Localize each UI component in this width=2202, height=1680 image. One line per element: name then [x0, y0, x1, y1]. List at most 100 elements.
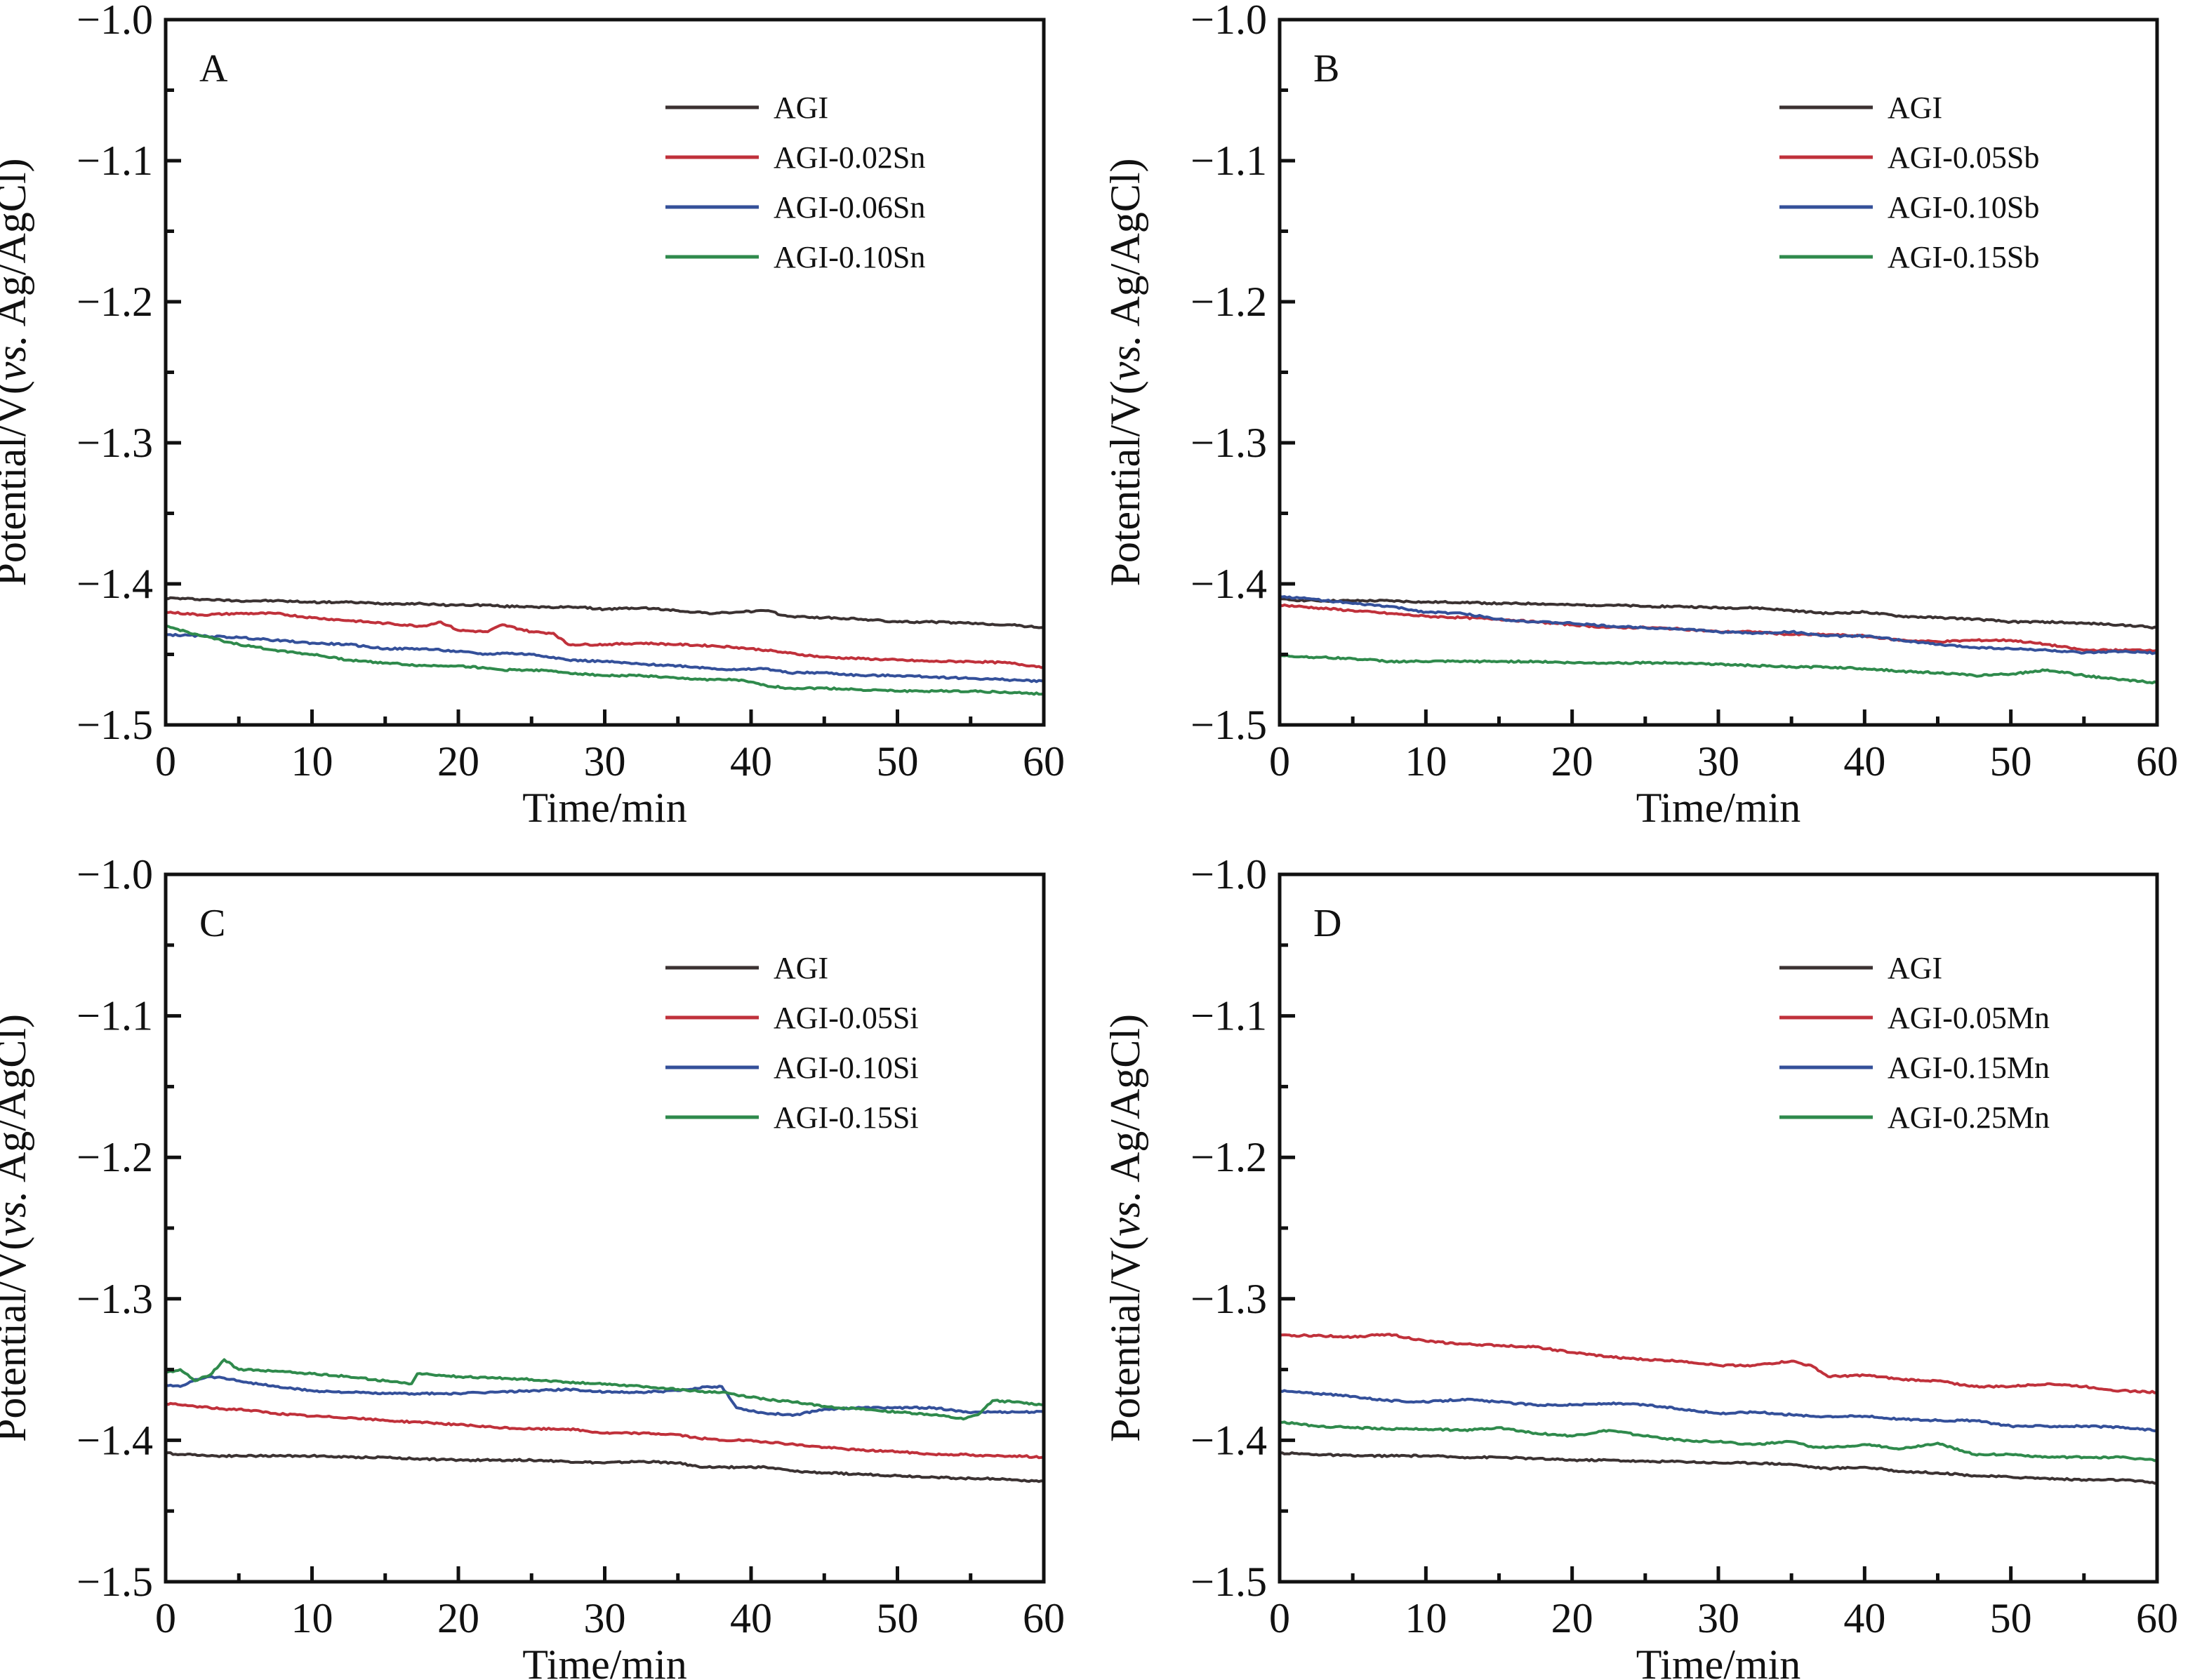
legend-item: AGI	[665, 951, 828, 985]
x-tick-label: 30	[584, 738, 626, 785]
legend-item: AGI	[1779, 91, 1942, 125]
x-tick-label: 60	[1023, 738, 1065, 785]
series-line-agi	[166, 1451, 1044, 1484]
series-line-agi-0-15si	[166, 1358, 1044, 1421]
y-tick-label: −1.1	[77, 138, 153, 184]
series-line-agi-0-06sn	[166, 632, 1044, 684]
series-group	[1280, 1333, 2157, 1485]
x-tick-label: 30	[584, 1595, 626, 1641]
legend-item: AGI-0.15Mn	[1779, 1051, 2050, 1085]
legend-label: AGI-0.06Sn	[774, 190, 925, 225]
x-axis-title: Time/min	[522, 785, 687, 831]
legend-item: AGI-0.05Sb	[1779, 140, 2039, 175]
x-tick-label: 60	[2136, 1595, 2178, 1641]
y-axis-title-part: vs.	[1102, 1191, 1148, 1236]
y-tick-label: −1.0	[1190, 0, 1267, 43]
y-tick-label: −1.5	[77, 1559, 153, 1605]
y-tick-label: −1.2	[77, 1134, 153, 1180]
y-tick-label: −1.2	[77, 279, 153, 325]
y-tick-label: −1.3	[77, 1276, 153, 1322]
y-axis-title-part: Potential/V(	[0, 1236, 34, 1442]
series-line-agi-0-10sb	[1280, 595, 2157, 655]
panel-d: 0 10 20 30 40 50 60 −1.0 −1.1 −1.2 −1.3 −1.4 −1.5 Tim…	[1102, 851, 2178, 1680]
series-line-agi-0-10sn	[166, 625, 1044, 696]
legend: AGI AGI-0.02Sn AGI-0.06Sn AGI-0.10Sn	[665, 91, 925, 274]
y-axis-title-part: Potential/V(	[1102, 1236, 1148, 1442]
y-axis-title-part: Ag/AgCl)	[1102, 159, 1148, 335]
y-axis-title-part: Ag/AgCl)	[0, 159, 34, 335]
y-axis-title: Potential/V(vs. Ag/AgCl)	[0, 159, 34, 587]
series-line-agi-0-25mn	[1280, 1420, 2157, 1462]
legend-label: AGI-0.15Si	[774, 1100, 919, 1135]
x-tick-label: 60	[2136, 738, 2178, 785]
x-tick-label: 0	[155, 1595, 176, 1641]
series-group	[166, 1358, 1044, 1484]
y-tick-label: −1.4	[1190, 561, 1267, 607]
x-tick-label: 60	[1023, 1595, 1065, 1641]
y-tick-label: −1.4	[77, 1417, 153, 1463]
legend-item: AGI-0.10Si	[665, 1051, 919, 1085]
x-tick-label: 10	[1405, 738, 1447, 785]
legend-label: AGI	[774, 951, 828, 985]
panel-letter: B	[1313, 47, 1339, 91]
series-line-agi	[1280, 1451, 2157, 1485]
y-tick-label: −1.4	[77, 561, 153, 607]
legend-item: AGI	[1779, 951, 1942, 985]
legend-label: AGI-0.02Sn	[774, 140, 925, 175]
y-axis-title-part: Potential/V(	[1102, 380, 1148, 586]
y-axis-title-part: vs.	[0, 335, 34, 380]
legend-label: AGI-0.05Mn	[1888, 1001, 2050, 1035]
x-tick-label: 40	[730, 738, 772, 785]
legend-label: AGI-0.10Si	[774, 1051, 919, 1085]
legend-label: AGI	[1888, 91, 1942, 125]
y-axis-title-part: vs.	[0, 1191, 34, 1236]
y-tick-label: −1.5	[77, 702, 153, 748]
legend-item: AGI-0.05Mn	[1779, 1001, 2050, 1035]
y-tick-label: −1.3	[1190, 420, 1267, 466]
legend-item: AGI-0.10Sn	[665, 240, 925, 274]
y-axis-title: Potential/V(vs. Ag/AgCl)	[1102, 159, 1148, 587]
x-tick-label: 10	[291, 1595, 333, 1641]
legend: AGI AGI-0.05Mn AGI-0.15Mn AGI-0.25Mn	[1779, 951, 2050, 1135]
legend-item: AGI-0.06Sn	[665, 190, 925, 225]
x-axis-title: Time/min	[522, 1641, 687, 1680]
x-tick-label: 50	[1990, 738, 2032, 785]
y-tick-label: −1.3	[77, 420, 153, 466]
y-tick-label: −1.2	[1190, 279, 1267, 325]
y-tick-label: −1.2	[1190, 1134, 1267, 1180]
legend: AGI AGI-0.05Si AGI-0.10Si AGI-0.15Si	[665, 951, 919, 1135]
x-tick-label: 30	[1697, 738, 1739, 785]
x-tick-label: 50	[877, 738, 919, 785]
legend-label: AGI-0.15Sb	[1888, 240, 2039, 274]
x-tick-label: 40	[730, 1595, 772, 1641]
legend-label: AGI	[774, 91, 828, 125]
legend-label: AGI-0.10Sb	[1888, 190, 2039, 225]
series-line-agi-0-05mn	[1280, 1333, 2157, 1394]
legend-item: AGI-0.10Sb	[1779, 190, 2039, 225]
y-axis-title: Potential/V(vs. Ag/AgCl)	[0, 1014, 34, 1442]
series-line-agi-0-15sb	[1280, 654, 2157, 685]
series-group	[1280, 595, 2157, 685]
legend-item: AGI-0.05Si	[665, 1001, 919, 1035]
series-line-agi-0-02sn	[166, 611, 1044, 669]
legend-label: AGI-0.05Si	[774, 1001, 919, 1035]
y-axis-title-part: Ag/AgCl)	[1102, 1014, 1148, 1191]
legend-item: AGI-0.15Si	[665, 1100, 919, 1135]
x-tick-label: 20	[437, 1595, 479, 1641]
legend-label: AGI	[1888, 951, 1942, 985]
y-axis-title-part: Potential/V(	[0, 380, 34, 586]
x-tick-label: 50	[877, 1595, 919, 1641]
x-tick-label: 20	[1551, 738, 1593, 785]
legend-item: AGI-0.25Mn	[1779, 1100, 2050, 1135]
y-tick-label: −1.5	[1190, 702, 1267, 748]
legend-item: AGI	[665, 91, 828, 125]
panel-c: 0 10 20 30 40 50 60 −1.0 −1.1 −1.2 −1.3 −1.4 −1.5 Tim…	[0, 851, 1065, 1680]
x-tick-label: 0	[1269, 1595, 1290, 1641]
x-tick-label: 30	[1697, 1595, 1739, 1641]
y-tick-label: −1.0	[1190, 851, 1267, 898]
legend-label: AGI-0.05Sb	[1888, 140, 2039, 175]
legend-item: AGI-0.02Sn	[665, 140, 925, 175]
plot-frame	[1278, 18, 2159, 727]
panel-a: 0 10 20 30 40 50 60 −1.0 −1.1 −1.2 −1.3 −1.4 −1.5 Tim…	[0, 0, 1065, 831]
